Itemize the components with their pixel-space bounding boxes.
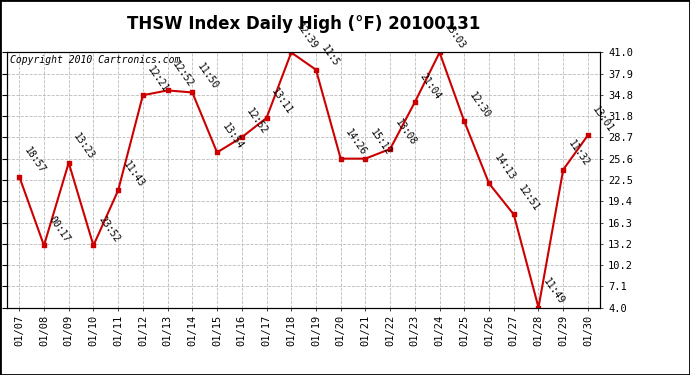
Text: 13:08: 13:08 [393, 118, 418, 148]
Text: 11:32: 11:32 [566, 138, 591, 168]
Point [384, 146, 395, 152]
Point [409, 99, 420, 105]
Text: 14:13: 14:13 [492, 152, 517, 182]
Text: Copyright 2010 Cartronics.com: Copyright 2010 Cartronics.com [10, 55, 180, 65]
Point [434, 50, 445, 55]
Text: 18:57: 18:57 [22, 146, 47, 175]
Point [88, 243, 99, 249]
Point [459, 118, 470, 124]
Point [261, 115, 272, 121]
Text: 12:21: 12:21 [146, 64, 170, 94]
Text: 00:17: 00:17 [47, 214, 72, 244]
Text: 13:03: 13:03 [442, 21, 467, 51]
Point [360, 156, 371, 162]
Point [187, 90, 198, 96]
Point [137, 92, 148, 98]
Text: 11:50: 11:50 [195, 61, 220, 91]
Text: 12:39: 12:39 [294, 21, 319, 51]
Point [236, 134, 247, 140]
Text: 13:11: 13:11 [269, 87, 295, 117]
Text: 13:54: 13:54 [220, 121, 245, 151]
Text: 12:30: 12:30 [467, 90, 492, 120]
Text: 15:12: 15:12 [368, 128, 393, 157]
Text: 11:49: 11:49 [541, 276, 566, 306]
Text: 12:51: 12:51 [517, 183, 542, 213]
Text: 23:52: 23:52 [96, 214, 121, 244]
Text: 14:26: 14:26 [344, 128, 368, 157]
Point [63, 160, 75, 166]
Point [509, 211, 520, 217]
Text: 12:52: 12:52 [170, 59, 195, 89]
Text: 13:23: 13:23 [72, 132, 97, 161]
Text: 21:04: 21:04 [417, 71, 443, 101]
Point [112, 188, 124, 194]
Text: THSW Index Daily High (°F) 20100131: THSW Index Daily High (°F) 20100131 [127, 15, 480, 33]
Text: 11:5: 11:5 [319, 44, 340, 68]
Point [212, 149, 223, 155]
Text: 11:43: 11:43 [121, 159, 146, 189]
Point [39, 243, 50, 249]
Point [558, 166, 569, 172]
Point [162, 87, 173, 93]
Point [310, 67, 322, 73]
Point [533, 304, 544, 310]
Point [335, 156, 346, 162]
Text: 12:52: 12:52 [244, 106, 270, 136]
Text: 13:01: 13:01 [591, 104, 615, 134]
Point [14, 174, 25, 180]
Point [582, 132, 593, 138]
Point [286, 50, 297, 55]
Point [484, 180, 495, 186]
